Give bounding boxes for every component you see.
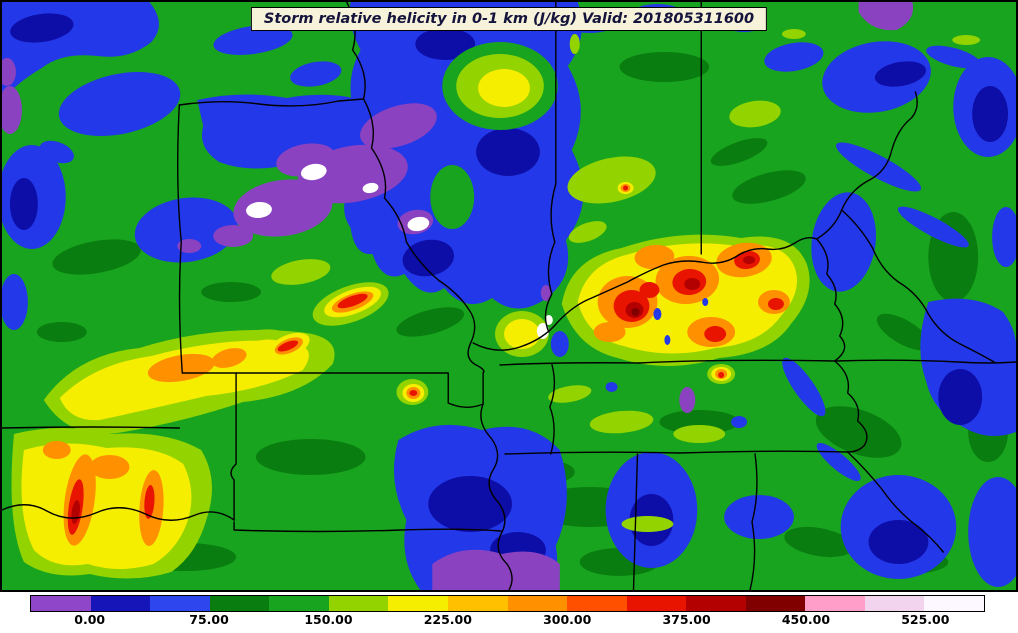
- colorbar-segment: [805, 596, 865, 611]
- colorbar-tick-label: 150.00: [304, 612, 353, 627]
- colorbar-segment: [90, 596, 151, 611]
- colorbar-segment: [209, 596, 270, 611]
- colorbar-segment: [864, 596, 925, 611]
- colorbar-segment: [269, 596, 329, 611]
- colorbar-segment: [150, 596, 210, 611]
- colorbar-segment: [924, 596, 984, 611]
- helicity-field-svg: [2, 2, 1016, 590]
- colorbar-tick-label: 375.00: [662, 612, 711, 627]
- colorbar-tick-labels: 0.00 75.00 150.00 225.00 300.00 375.00 450.00 5…: [30, 612, 985, 630]
- colorbar-segment: [626, 596, 687, 611]
- colorbar-tick-label: 75.00: [189, 612, 229, 627]
- colorbar-segment: [567, 596, 627, 611]
- field-offscale-white-spots: [246, 163, 553, 339]
- colorbar-segment: [328, 596, 389, 611]
- map-area: Storm relative helicity in 0-1 km (J/kg)…: [0, 0, 1018, 592]
- field-maroon-core: [631, 308, 640, 316]
- colorbar-segment: [388, 596, 448, 611]
- colorbar-segment: [31, 596, 91, 611]
- map-title: Storm relative helicity in 0-1 km (J/kg)…: [250, 7, 768, 31]
- colorbar-tick-label: 525.00: [901, 612, 950, 627]
- state-borders: [2, 2, 1016, 590]
- colorbar-tick-label: 300.00: [543, 612, 592, 627]
- colorbar-tick-label: 0.00: [74, 612, 106, 627]
- colorbar: [30, 595, 985, 612]
- colorbar-segment: [745, 596, 806, 611]
- colorbar-segment: [686, 596, 746, 611]
- field-purple-regions: [2, 2, 914, 590]
- colorbar-segment: [447, 596, 508, 611]
- field-blue-specks: [653, 298, 709, 345]
- colorbar-tick-label: 225.00: [423, 612, 472, 627]
- colorbar-tick-label: 450.00: [781, 612, 831, 627]
- colorbar-segment: [507, 596, 568, 611]
